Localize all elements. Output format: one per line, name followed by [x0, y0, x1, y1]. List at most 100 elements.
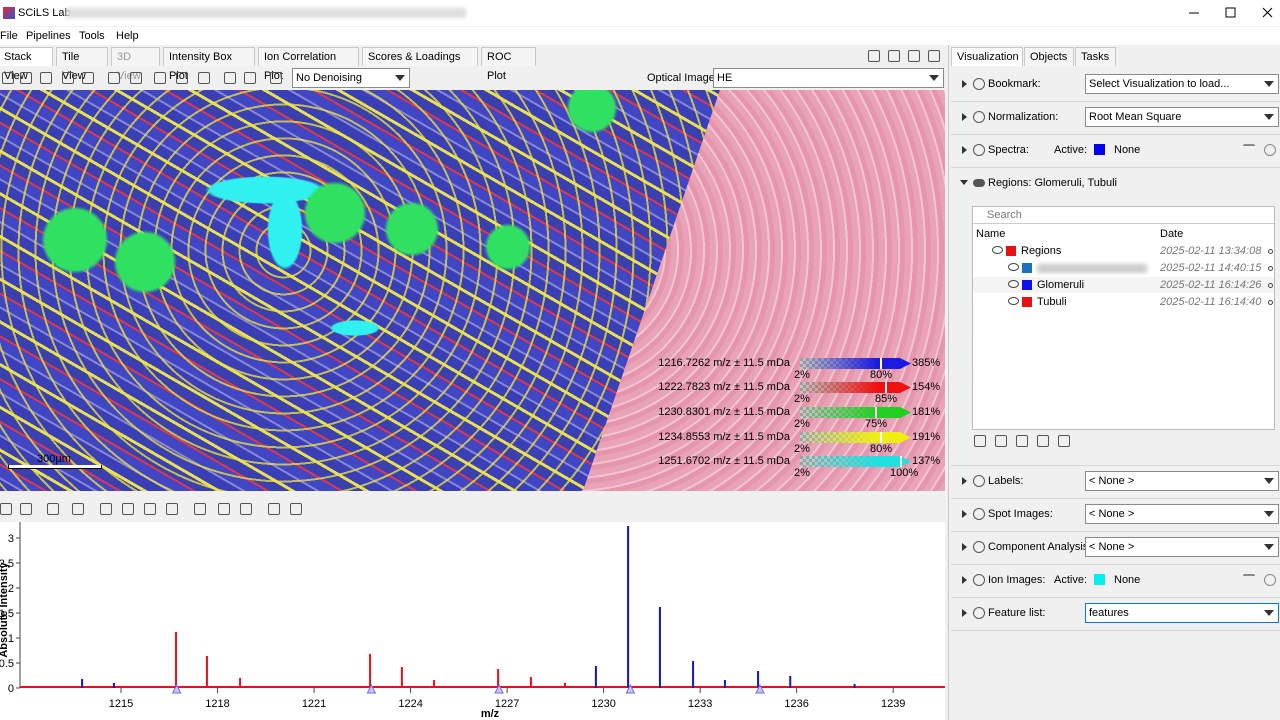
- peak-marker[interactable]: [755, 683, 765, 694]
- tool-icon[interactable]: [2, 72, 14, 84]
- dropdown[interactable]: features: [1085, 603, 1279, 623]
- tool-icon[interactable]: [122, 503, 134, 515]
- menu-item[interactable]: Help: [116, 30, 139, 42]
- dropdown[interactable]: < None >: [1085, 504, 1279, 524]
- tool-icon[interactable]: [108, 72, 120, 84]
- dropdown[interactable]: Select Visualization to load...: [1085, 74, 1279, 94]
- section-label: Bookmark:: [988, 78, 1041, 90]
- tool-icon[interactable]: [72, 503, 84, 515]
- y-tick-label: 0: [8, 683, 14, 695]
- tool-icon[interactable]: [0, 503, 12, 515]
- maximize-button[interactable]: [1225, 7, 1236, 18]
- section-label: Component Analysis:: [988, 541, 1092, 553]
- expand-arrow[interactable]: [962, 510, 967, 518]
- tool-icon[interactable]: [82, 72, 94, 84]
- view-tab[interactable]: Ion Correlation Plot: [258, 47, 359, 82]
- view-tab[interactable]: Scores & Loadings Plot: [362, 47, 478, 82]
- add-button[interactable]: [1243, 144, 1255, 156]
- expand-arrow[interactable]: [962, 113, 967, 121]
- expand-arrow[interactable]: [962, 543, 967, 551]
- optical-image-dropdown[interactable]: HE: [713, 68, 944, 88]
- view-tab[interactable]: 3D View: [111, 47, 160, 82]
- region-tool[interactable]: [1037, 435, 1049, 447]
- tool-icon[interactable]: [198, 72, 210, 84]
- active-swatch: [1094, 144, 1105, 155]
- peak-marker[interactable]: [171, 683, 182, 694]
- remove-button[interactable]: [1264, 574, 1276, 586]
- visibility-icon[interactable]: [1008, 263, 1019, 271]
- tool-icon[interactable]: [244, 72, 256, 84]
- column-header[interactable]: Date: [1160, 228, 1184, 240]
- visibility-icon[interactable]: [1008, 297, 1019, 305]
- add-button[interactable]: [1243, 574, 1255, 586]
- dropdown[interactable]: < None >: [1085, 471, 1279, 491]
- menu-item[interactable]: File: [0, 30, 18, 42]
- color-scale: [800, 382, 911, 393]
- region-name[interactable]: Regions: [1021, 245, 1062, 257]
- tab-tool-icon[interactable]: [868, 50, 880, 62]
- tool-icon[interactable]: [40, 72, 52, 84]
- denoising-dropdown[interactable]: No Denoising: [292, 68, 410, 88]
- tool-icon[interactable]: [290, 503, 302, 515]
- tool-icon[interactable]: [144, 503, 156, 515]
- peak-marker[interactable]: [625, 683, 636, 694]
- menu-item[interactable]: Tools: [79, 30, 105, 42]
- region-name[interactable]: Glomeruli: [1037, 279, 1085, 291]
- tool-icon[interactable]: [224, 72, 236, 84]
- peak-marker[interactable]: [366, 683, 377, 694]
- tool-icon[interactable]: [20, 72, 32, 84]
- x-tick-label: 1230: [591, 698, 615, 710]
- view-tab[interactable]: Stack View: [0, 47, 53, 82]
- close-button[interactable]: [1262, 7, 1273, 18]
- region-tool[interactable]: [974, 435, 986, 447]
- expand-arrow[interactable]: [962, 576, 967, 584]
- tool-icon[interactable]: [20, 503, 32, 515]
- region-tool[interactable]: [1058, 435, 1070, 447]
- search-box[interactable]: Search: [987, 209, 1022, 221]
- view-tab[interactable]: Intensity Box Plot: [163, 47, 255, 82]
- view-tab[interactable]: Tile View: [56, 47, 108, 82]
- panel-tab[interactable]: Tasks: [1075, 47, 1116, 66]
- panel-tab[interactable]: Objects: [1024, 47, 1074, 66]
- menu-item[interactable]: Pipelines: [26, 30, 71, 42]
- tool-icon[interactable]: [270, 72, 282, 84]
- visibility-icon[interactable]: [992, 246, 1003, 254]
- tool-icon[interactable]: [62, 72, 74, 84]
- tool-icon[interactable]: [166, 503, 178, 515]
- dropdown[interactable]: < None >: [1085, 537, 1279, 557]
- expand-arrow[interactable]: [962, 477, 967, 485]
- visibility-icon[interactable]: [1008, 280, 1019, 288]
- window-controls[interactable]: [1180, 0, 1280, 26]
- tool-icon[interactable]: [240, 503, 252, 515]
- region-tool[interactable]: [995, 435, 1007, 447]
- dropdown[interactable]: Root Mean Square: [1085, 107, 1279, 127]
- column-header[interactable]: Name: [976, 228, 1006, 240]
- tool-icon[interactable]: [218, 503, 230, 515]
- tab-tool-icon[interactable]: [888, 50, 900, 62]
- tool-icon[interactable]: [194, 503, 206, 515]
- active-value[interactable]: None: [1114, 144, 1141, 156]
- region-name[interactable]: Tubuli: [1037, 296, 1067, 308]
- tool-icon[interactable]: [100, 503, 112, 515]
- section: [951, 564, 1280, 598]
- ion-image[interactable]: 300µm: [0, 90, 945, 491]
- peak-marker[interactable]: [494, 683, 504, 694]
- panel-tab[interactable]: Visualization: [951, 47, 1023, 66]
- tool-icon[interactable]: [130, 72, 142, 84]
- expand-arrow[interactable]: [962, 146, 967, 154]
- tool-icon[interactable]: [176, 72, 188, 84]
- spectrum-chart[interactable]: 0 0.5 1 1.5 2 2.5 3 1215 1218 1221 1224 1227 1230 123…: [0, 522, 945, 720]
- tab-tool-icon[interactable]: [908, 50, 920, 62]
- active-value[interactable]: None: [1114, 574, 1141, 586]
- tool-icon[interactable]: [154, 72, 166, 84]
- remove-button[interactable]: [1264, 144, 1276, 156]
- tab-tool-icon[interactable]: [928, 50, 940, 62]
- view-tab[interactable]: ROC Plot: [481, 47, 536, 82]
- app-title: SCiLS Lab: [18, 7, 71, 19]
- tool-icon[interactable]: [268, 503, 280, 515]
- tool-icon[interactable]: [47, 503, 59, 515]
- region-tool[interactable]: [1016, 435, 1028, 447]
- expand-arrow[interactable]: [962, 609, 967, 617]
- section-label: Spot Images:: [988, 508, 1053, 520]
- expand-arrow[interactable]: [962, 80, 967, 88]
